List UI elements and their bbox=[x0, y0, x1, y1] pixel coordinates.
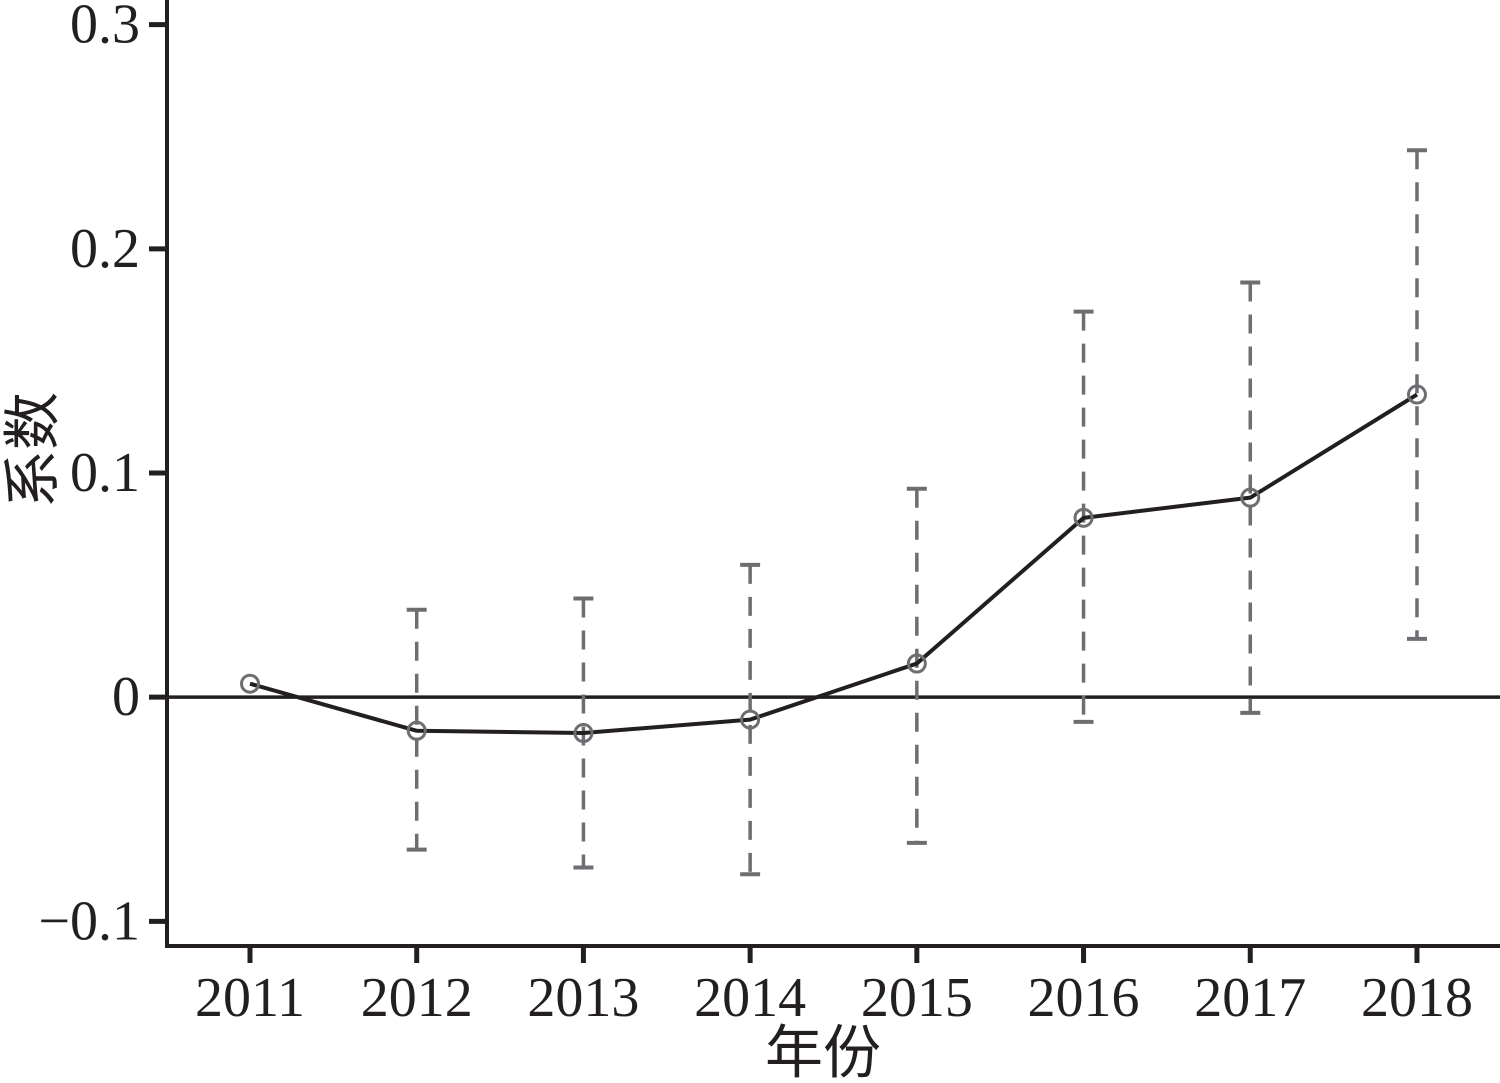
data-point-marker bbox=[1073, 507, 1094, 528]
y-tick-label: 0.3 bbox=[70, 0, 140, 56]
markers-layer bbox=[240, 384, 1427, 744]
data-point-marker bbox=[740, 709, 761, 730]
y-axis-title: 系数 bbox=[1, 392, 66, 508]
data-point-marker bbox=[240, 673, 260, 694]
trend-line-layer bbox=[249, 392, 1419, 736]
x-tick-label: 2012 bbox=[361, 967, 473, 1029]
y-tick-label: 0 bbox=[112, 666, 140, 728]
x-tick-label: 2011 bbox=[195, 967, 305, 1029]
x-tick-label: 2016 bbox=[1028, 967, 1140, 1029]
data-point-marker bbox=[1406, 384, 1427, 405]
data-point-marker bbox=[906, 653, 927, 674]
data-point-marker bbox=[406, 720, 427, 741]
x-axis-title: 年份 bbox=[765, 1021, 881, 1083]
data-point-marker bbox=[573, 723, 594, 744]
x-tick-label: 2013 bbox=[527, 967, 639, 1029]
error-bars-layer bbox=[406, 148, 1427, 877]
y-tick-label: 0.2 bbox=[70, 218, 140, 280]
x-tick-label: 2018 bbox=[1361, 967, 1473, 1029]
coefficient-trend-line bbox=[249, 392, 1419, 736]
tick-labels-layer: −0.1 0 0.1 0.2 0.3 2011 2012 2013 2014 2015 2016 20… bbox=[38, 0, 1473, 1029]
x-tick-label: 2017 bbox=[1194, 967, 1306, 1029]
x-tick-label: 2015 bbox=[861, 967, 973, 1029]
y-tick-label: 0.1 bbox=[70, 442, 140, 504]
x-tick-label: 2014 bbox=[694, 967, 806, 1029]
axes-layer bbox=[149, 0, 1500, 963]
data-point-marker bbox=[1240, 487, 1261, 508]
y-tick-label: −0.1 bbox=[38, 890, 140, 952]
